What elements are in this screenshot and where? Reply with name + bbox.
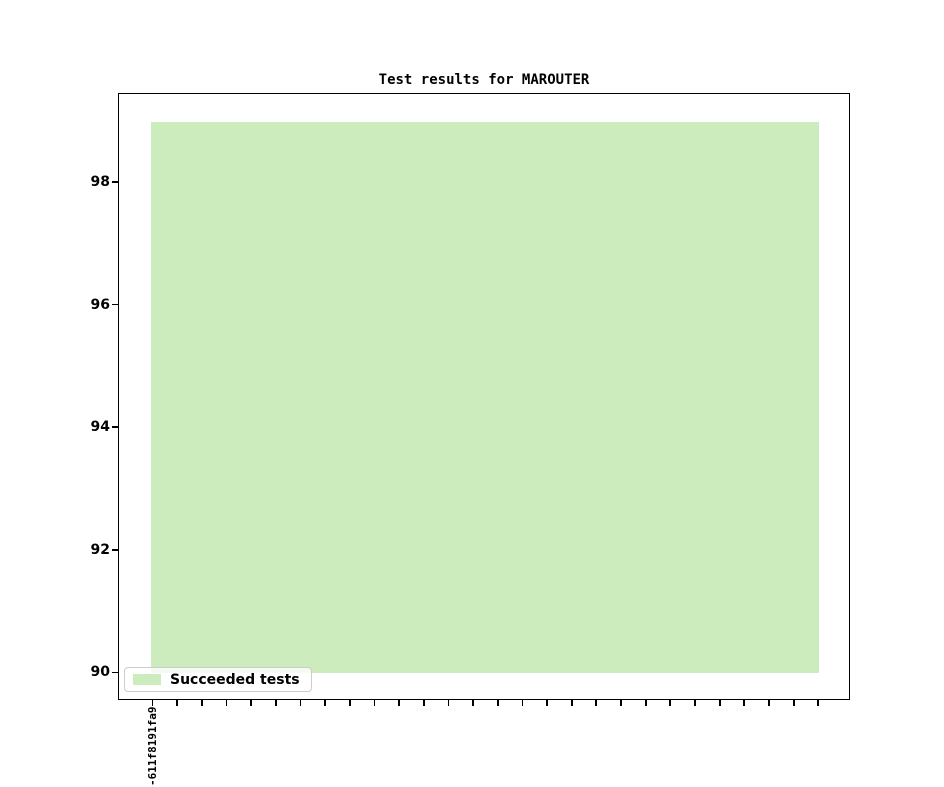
x-tick-mark [546, 700, 548, 706]
y-tick-label: 94 [90, 419, 110, 436]
x-tick-mark [644, 700, 647, 706]
x-tick-mark [299, 700, 302, 706]
y-tick-label: 92 [90, 541, 110, 558]
x-tick-mark [422, 700, 425, 706]
x-tick-mark [743, 700, 746, 706]
x-tick-mark [718, 700, 721, 706]
x-tick-mark [595, 700, 598, 706]
x-tick-mark [521, 700, 524, 706]
x-tick-mark [472, 700, 474, 706]
plot-area [118, 93, 850, 700]
x-tick-mark [447, 700, 450, 706]
x-tick-mark [274, 700, 277, 706]
y-tick-mark [112, 303, 118, 306]
y-tick-label: 96 [90, 296, 110, 313]
x-tick-mark [398, 700, 400, 706]
x-tick-mark [373, 700, 376, 706]
legend-label-succeeded: Succeeded tests [170, 671, 300, 688]
x-tick-mark [817, 700, 820, 706]
x-tick-mark [250, 700, 253, 706]
legend: Succeeded tests [124, 667, 312, 692]
y-tick-mark [112, 181, 118, 183]
x-tick-mark [792, 700, 795, 706]
y-tick-mark [112, 426, 118, 429]
y-tick-mark [112, 548, 118, 551]
y-tick-label: 90 [90, 664, 110, 681]
legend-swatch-succeeded [133, 674, 161, 685]
x-tick-mark [225, 700, 228, 706]
x-tick-mark [200, 700, 203, 706]
x-tick-mark [669, 700, 672, 706]
x-tick-mark [496, 700, 499, 706]
x-tick-label-commit: -611f8191fa9 [145, 706, 159, 786]
y-tick-label: 98 [90, 173, 110, 190]
x-tick-mark [570, 700, 573, 706]
x-tick-mark [151, 700, 154, 706]
chart-title: Test results for MAROUTER [378, 72, 590, 88]
x-tick-mark [324, 700, 327, 706]
succeeded-tests-area [150, 121, 820, 674]
x-tick-mark [176, 700, 179, 706]
x-tick-mark [694, 700, 696, 706]
x-tick-mark [768, 700, 770, 706]
x-tick-mark [620, 700, 622, 706]
x-tick-mark [348, 700, 351, 706]
y-tick-mark [112, 671, 118, 674]
